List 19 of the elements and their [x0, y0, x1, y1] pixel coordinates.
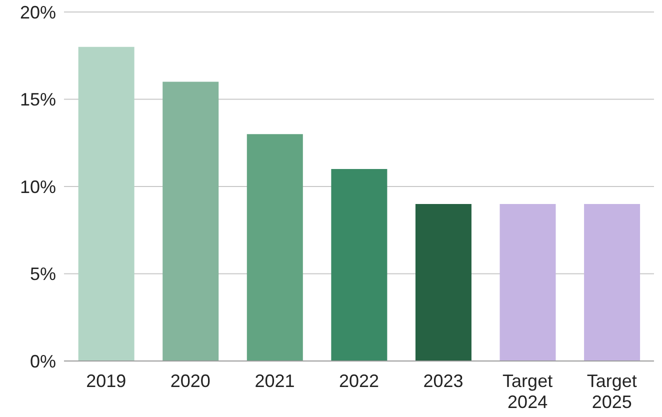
- y-tick-label: 5%: [30, 264, 56, 284]
- bar: [584, 204, 640, 361]
- y-tick-label: 10%: [20, 176, 56, 197]
- bar: [500, 204, 556, 361]
- x-tick-label: 2023: [423, 371, 464, 391]
- bar: [331, 169, 388, 361]
- x-tick-label: 2020: [170, 371, 210, 391]
- bar: [246, 134, 303, 361]
- bar: [78, 46, 134, 361]
- x-tick-label: 2021: [254, 371, 295, 391]
- y-tick-label: 15%: [20, 90, 56, 110]
- y-tick-label: 20%: [20, 2, 56, 22]
- x-tick-label: Target 2025: [586, 371, 637, 412]
- bar: [415, 204, 472, 361]
- x-tick-label: Target 2024: [502, 371, 553, 412]
- x-tick-label: 2022: [338, 371, 380, 391]
- y-tick-label: 0%: [30, 351, 56, 372]
- x-tick-label: 2019: [86, 371, 126, 391]
- bar: [162, 82, 219, 361]
